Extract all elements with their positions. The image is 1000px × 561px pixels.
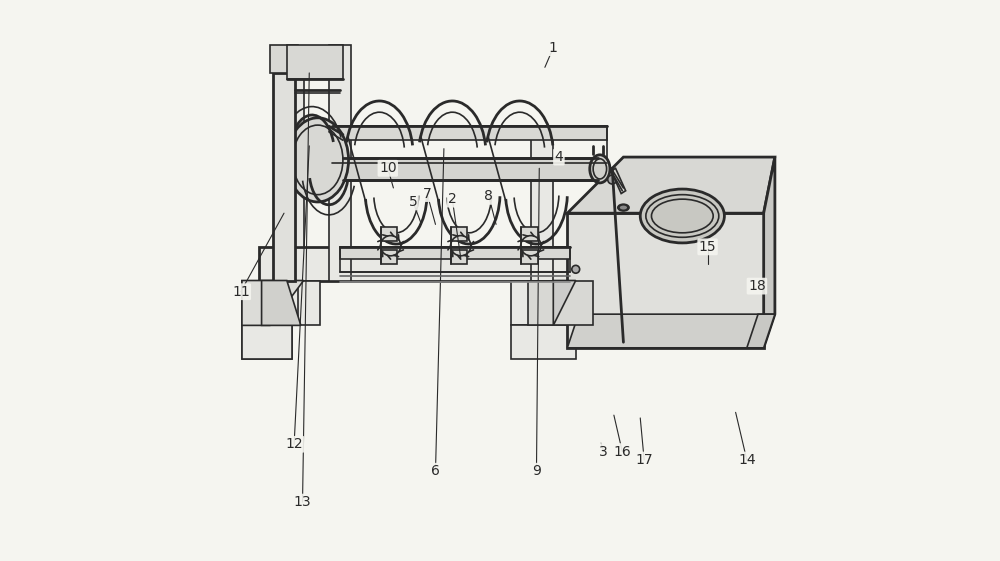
Polygon shape — [747, 314, 775, 348]
Polygon shape — [451, 227, 467, 241]
Ellipse shape — [618, 204, 629, 211]
Polygon shape — [332, 126, 607, 140]
Ellipse shape — [572, 265, 580, 273]
Polygon shape — [329, 45, 351, 280]
Polygon shape — [567, 213, 764, 348]
Polygon shape — [343, 158, 598, 180]
Polygon shape — [262, 280, 301, 325]
Polygon shape — [451, 250, 467, 264]
Polygon shape — [567, 157, 775, 213]
Polygon shape — [764, 157, 775, 348]
Polygon shape — [381, 227, 397, 241]
Polygon shape — [521, 227, 538, 241]
Polygon shape — [521, 250, 538, 264]
Ellipse shape — [608, 175, 617, 184]
Text: 18: 18 — [748, 279, 766, 293]
Polygon shape — [242, 280, 298, 325]
Polygon shape — [273, 73, 295, 280]
Polygon shape — [611, 168, 626, 194]
Ellipse shape — [619, 205, 628, 210]
Text: 11: 11 — [232, 285, 250, 298]
Text: 2: 2 — [448, 192, 457, 206]
Polygon shape — [553, 280, 576, 325]
Text: 3: 3 — [599, 445, 608, 458]
Text: 6: 6 — [431, 465, 440, 478]
Polygon shape — [242, 325, 292, 359]
Polygon shape — [242, 280, 304, 325]
Polygon shape — [528, 280, 593, 325]
Polygon shape — [287, 45, 343, 79]
Polygon shape — [567, 314, 775, 348]
Text: 13: 13 — [294, 495, 311, 509]
Text: 7: 7 — [423, 187, 431, 200]
Text: 1: 1 — [549, 41, 558, 54]
Text: 10: 10 — [379, 162, 397, 175]
Text: 9: 9 — [532, 465, 541, 478]
Polygon shape — [381, 250, 397, 264]
Polygon shape — [531, 135, 553, 280]
Text: 14: 14 — [738, 453, 756, 467]
Polygon shape — [270, 45, 298, 73]
Polygon shape — [242, 280, 320, 325]
Text: 15: 15 — [699, 240, 716, 254]
Polygon shape — [242, 325, 292, 359]
Text: 5: 5 — [409, 195, 417, 209]
Polygon shape — [340, 247, 570, 259]
Text: 16: 16 — [613, 445, 631, 458]
Polygon shape — [511, 280, 590, 325]
Text: 4: 4 — [555, 150, 563, 164]
Polygon shape — [511, 325, 576, 359]
Polygon shape — [276, 56, 304, 247]
Text: 17: 17 — [635, 453, 653, 467]
Polygon shape — [259, 247, 590, 280]
Ellipse shape — [287, 118, 349, 202]
Ellipse shape — [590, 155, 610, 183]
Ellipse shape — [640, 189, 724, 243]
Text: 12: 12 — [285, 438, 303, 451]
Text: 8: 8 — [484, 190, 493, 203]
